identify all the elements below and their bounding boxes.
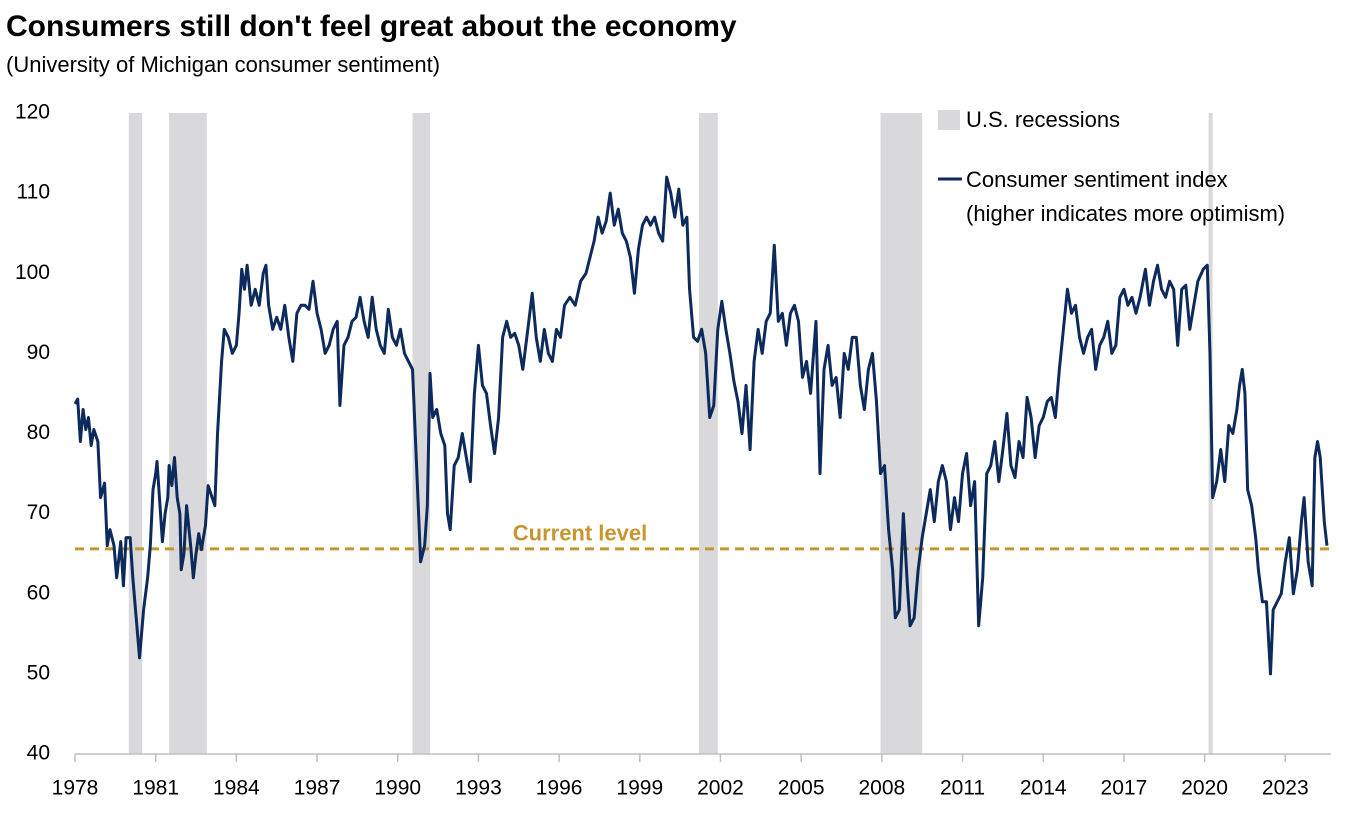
x-tick-label: 2005 xyxy=(778,777,825,800)
y-tick-label: 60 xyxy=(27,581,50,604)
y-tick-label: 120 xyxy=(15,101,50,124)
y-tick-label: 100 xyxy=(15,261,50,284)
recession-band xyxy=(412,113,431,754)
y-tick-label: 90 xyxy=(27,341,50,364)
x-tick-label: 1978 xyxy=(52,777,99,800)
x-tick-label: 2023 xyxy=(1262,777,1309,800)
x-tick-label: 1996 xyxy=(536,777,583,800)
chart-title: Consumers still don't feel great about t… xyxy=(6,10,737,43)
reference-label: Current level xyxy=(513,521,648,546)
chart-subtitle: (University of Michigan consumer sentime… xyxy=(6,52,440,77)
x-tick-label: 1993 xyxy=(455,777,502,800)
recession-band xyxy=(128,113,143,754)
x-tick-label: 1984 xyxy=(213,777,260,800)
recession-band xyxy=(169,113,207,754)
y-tick-label: 70 xyxy=(27,501,50,524)
x-tick-label: 2008 xyxy=(858,777,905,800)
recession-band xyxy=(880,113,923,754)
x-tick-label: 1990 xyxy=(374,777,421,800)
y-tick-label: 50 xyxy=(27,661,50,684)
y-tick-label: 40 xyxy=(27,742,50,765)
y-tick-label: 110 xyxy=(17,181,50,204)
legend-swatch xyxy=(938,110,960,130)
y-tick-label: 80 xyxy=(27,421,50,444)
x-tick-label: 2020 xyxy=(1181,777,1228,800)
legend-label: U.S. recessions xyxy=(966,107,1120,132)
x-tick-label: 2014 xyxy=(1020,777,1067,800)
x-tick-label: 1999 xyxy=(616,777,663,800)
x-tick-label: 1981 xyxy=(132,777,179,800)
legend-label: Consumer sentiment index (higher indicat… xyxy=(966,167,1286,226)
x-tick-label: 1987 xyxy=(294,777,341,800)
x-tick-label: 2017 xyxy=(1101,777,1148,800)
recession-band xyxy=(698,113,718,754)
plot xyxy=(73,175,1331,676)
x-tick-label: 2011 xyxy=(940,777,985,800)
x-tick-label: 2002 xyxy=(697,777,744,800)
sentiment-line xyxy=(73,175,1329,676)
